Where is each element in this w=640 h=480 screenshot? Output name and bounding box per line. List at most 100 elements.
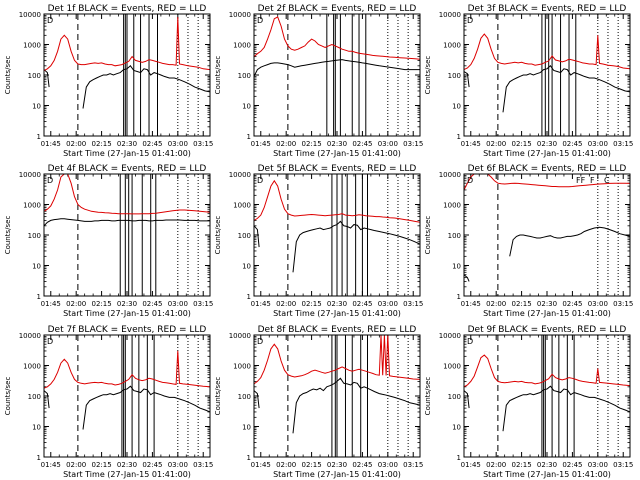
events-series-line: [44, 65, 210, 109]
x-tick-label: 03:00: [168, 140, 188, 148]
events-series-line: [464, 385, 630, 432]
plot-frame: [253, 334, 421, 458]
x-tick-label: 03:15: [613, 461, 633, 469]
y-tick-label: 10000: [19, 171, 41, 179]
events-series-line: [464, 65, 630, 113]
y-axis-label: Counts/sec: [214, 56, 222, 95]
y-tick-label: 1: [247, 454, 251, 462]
y-tick-label: 10: [32, 263, 41, 271]
x-tick-label: 02:45: [562, 140, 582, 148]
y-axis-label: Counts/sec: [4, 56, 12, 95]
x-tick-label: 02:00: [276, 140, 296, 148]
plot-frame: [43, 13, 211, 137]
y-tick-label: 100: [448, 72, 461, 80]
x-axis-label: Start Time (27-Jan-15 01:41:00): [273, 309, 401, 318]
annotation-label: C: [604, 176, 610, 185]
x-tick-label: 02:45: [352, 461, 372, 469]
chart-title: Det 7f BLACK = Events, RED = LLD: [48, 325, 207, 335]
y-tick-label: 1: [247, 133, 251, 141]
y-axis-label: Counts/sec: [214, 377, 222, 416]
x-tick-label: 03:15: [193, 300, 213, 308]
x-axis-label: Start Time (27-Jan-15 01:41:00): [483, 470, 611, 479]
events-series-line: [464, 226, 630, 282]
x-axis-label: Start Time (27-Jan-15 01:41:00): [63, 149, 191, 158]
plot-area: [44, 14, 210, 136]
x-tick-label: 03:00: [588, 300, 608, 308]
annotation-label: FF: [576, 176, 586, 185]
x-tick-label: 02:15: [511, 300, 531, 308]
chart-panel-7: Det 7f BLACK = Events, RED = LLD Counts/s…: [4, 325, 213, 479]
x-axis-label: Start Time (27-Jan-15 01:41:00): [273, 470, 401, 479]
annotation-label: D: [257, 176, 263, 185]
y-tick-label: 100: [448, 393, 461, 401]
annotation-label: D: [257, 337, 263, 346]
y-tick-label: 10: [242, 424, 251, 432]
x-tick-label: 03:15: [193, 140, 213, 148]
y-axis-label: Counts/sec: [424, 56, 432, 95]
y-tick-label: 10000: [229, 171, 251, 179]
y-axis-label: Counts/sec: [4, 377, 12, 416]
lld-series-line: [44, 16, 210, 71]
annotation-label: D: [467, 337, 473, 346]
x-tick-label: 02:15: [91, 461, 111, 469]
y-axis-label: Counts/sec: [424, 216, 432, 255]
y-axis-label: Counts/sec: [4, 216, 12, 255]
x-tick-label: 01:45: [461, 300, 481, 308]
y-tick-label: 1: [37, 454, 41, 462]
y-tick-label: 1000: [443, 202, 461, 210]
y-tick-label: 1000: [233, 42, 251, 50]
events-series-line: [44, 385, 210, 430]
lld-series-line: [464, 354, 630, 388]
plot-area: [464, 14, 630, 136]
chart-panel-4: Det 4f BLACK = Events, RED = LLD Counts/s…: [4, 164, 213, 318]
x-tick-label: 02:00: [66, 300, 86, 308]
y-tick-label: 1000: [23, 363, 41, 371]
x-tick-label: 01:45: [41, 461, 61, 469]
x-tick-label: 03:15: [613, 140, 633, 148]
x-tick-label: 03:15: [403, 461, 423, 469]
plot-area: [464, 335, 630, 457]
chart-panel-3: Det 3f BLACK = Events, RED = LLD Counts/s…: [424, 4, 633, 158]
y-tick-label: 100: [28, 232, 41, 240]
events-series-line: [254, 59, 420, 77]
lld-series-line: [44, 174, 210, 215]
x-tick-label: 02:45: [562, 300, 582, 308]
x-tick-label: 01:45: [251, 300, 271, 308]
chart-title: Det 3f BLACK = Events, RED = LLD: [468, 4, 627, 14]
x-tick-label: 02:45: [142, 461, 162, 469]
x-tick-label: 01:45: [251, 461, 271, 469]
x-tick-label: 02:30: [537, 140, 557, 148]
x-tick-label: 03:15: [193, 461, 213, 469]
chart-title: Det 1f BLACK = Events, RED = LLD: [48, 4, 207, 14]
annotation-label: D: [47, 16, 53, 25]
y-tick-label: 10000: [439, 11, 461, 19]
x-tick-label: 02:15: [91, 140, 111, 148]
y-tick-label: 1: [457, 454, 461, 462]
annotation-label: D: [257, 16, 263, 25]
x-tick-label: 02:15: [511, 140, 531, 148]
x-tick-label: 03:15: [403, 140, 423, 148]
plot-frame: [43, 334, 211, 458]
chart-panel-5: Det 5f BLACK = Events, RED = LLD Counts/s…: [214, 164, 423, 318]
annotation-label: D: [47, 337, 53, 346]
y-tick-label: 1000: [233, 363, 251, 371]
x-tick-label: 02:30: [117, 461, 137, 469]
x-tick-label: 02:15: [301, 461, 321, 469]
x-tick-label: 03:00: [588, 461, 608, 469]
x-tick-label: 02:00: [66, 461, 86, 469]
y-tick-label: 100: [238, 72, 251, 80]
lld-series-line: [254, 16, 420, 60]
events-series-line: [44, 218, 210, 227]
y-tick-label: 10: [32, 424, 41, 432]
chart-title: Det 5f BLACK = Events, RED = LLD: [258, 164, 417, 174]
plot-frame: [43, 173, 211, 297]
x-tick-label: 02:30: [537, 300, 557, 308]
y-tick-label: 100: [28, 393, 41, 401]
y-tick-label: 100: [238, 393, 251, 401]
chart-title: Det 9f BLACK = Events, RED = LLD: [468, 325, 627, 335]
plot-area: [254, 14, 420, 136]
y-tick-label: 10: [452, 263, 461, 271]
x-tick-label: 03:00: [378, 461, 398, 469]
x-tick-label: 02:45: [142, 140, 162, 148]
x-tick-label: 02:45: [142, 300, 162, 308]
